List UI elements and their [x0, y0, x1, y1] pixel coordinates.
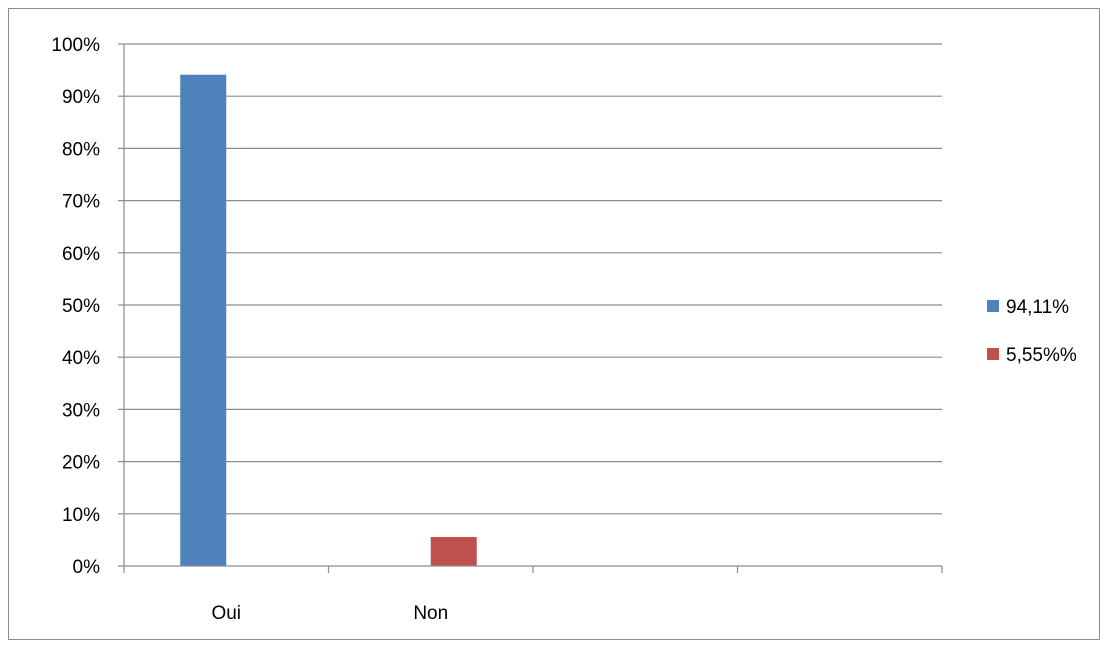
bar: [430, 537, 477, 566]
y-tick-label: 100%: [51, 35, 100, 56]
legend-swatch: [987, 348, 999, 360]
x-category-label: Non: [413, 603, 448, 624]
y-tick-label: 30%: [62, 400, 100, 421]
y-tick-label: 70%: [62, 192, 100, 213]
x-category-labels: Oui Non: [211, 603, 448, 624]
y-tick-label: 20%: [62, 453, 100, 474]
legend-label: 5,55%%: [1006, 345, 1077, 366]
legend-swatch: [987, 300, 999, 312]
bar: [180, 74, 227, 567]
y-tick-label: 90%: [62, 87, 100, 108]
y-tick-label: 10%: [62, 505, 100, 526]
x-category-label: Oui: [211, 603, 241, 624]
axes: [118, 43, 943, 573]
gridlines: [124, 43, 942, 515]
y-tick-label: 80%: [62, 139, 100, 160]
y-tick-label: 40%: [62, 348, 100, 369]
y-tick-label: 60%: [62, 244, 100, 265]
y-tick-labels: 0% 10% 20% 30% 40% 50% 60% 70% 80% 90% 100%: [51, 35, 100, 578]
y-tick-label: 0%: [73, 557, 101, 578]
bars: [180, 74, 477, 567]
legend: 94,11% 5,55%%: [987, 297, 1077, 366]
legend-label: 94,11%: [1006, 297, 1069, 318]
y-tick-label: 50%: [62, 296, 100, 317]
